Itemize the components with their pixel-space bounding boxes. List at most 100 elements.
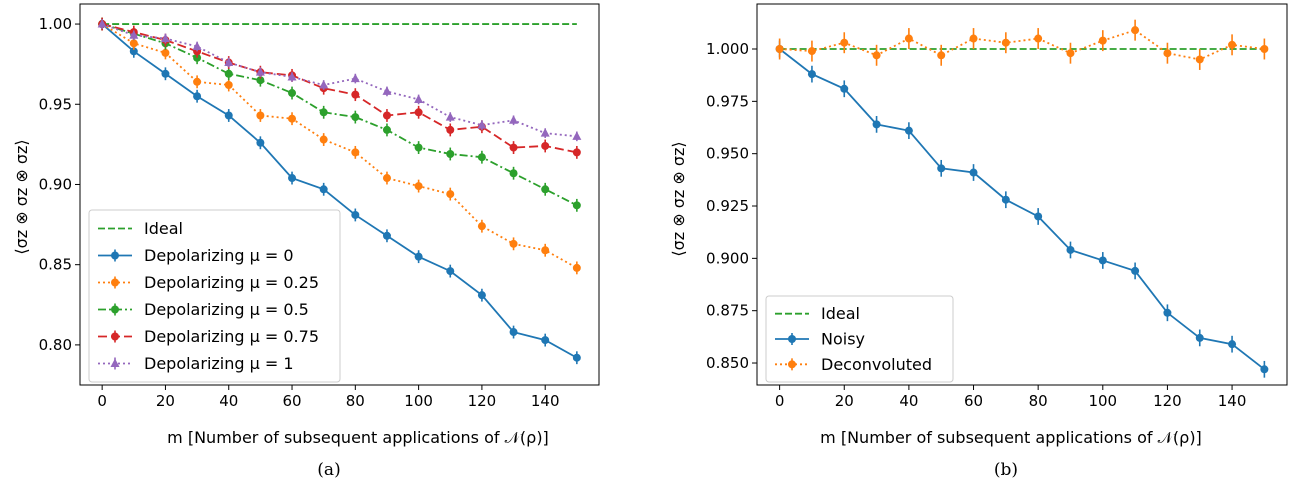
chart-a-data-point — [255, 67, 265, 76]
chart-a-series-line — [101, 23, 578, 269]
chart-b-y-tick-label: 0.900 — [706, 249, 749, 267]
chart-a-x-label: m [Number of subsequent applications of … — [167, 428, 549, 447]
chart-a-data-point — [509, 115, 519, 124]
chart-a-series-4 — [98, 17, 581, 159]
chart-b-x-tick-label: 80 — [1029, 392, 1048, 410]
chart-a-data-point — [382, 174, 391, 183]
chart-b-x-tick-label: 100 — [1088, 392, 1117, 410]
chart-a-data-point — [193, 77, 202, 86]
chart-a-legend-marker — [111, 305, 119, 314]
chart-a-y-label: ⟨σz ⊗ σz ⊗ σz⟩ — [12, 139, 31, 254]
chart-a-legend-label: Depolarizing μ = 0.5 — [144, 300, 309, 319]
chart-a-data-point — [414, 94, 424, 103]
chart-a-x-tick-label: 60 — [282, 392, 301, 410]
chart-b-data-point — [969, 168, 978, 177]
chart-b-data-point — [1066, 245, 1075, 254]
chart-b-x-tick-label: 20 — [835, 392, 854, 410]
chart-a-y-tick-label: 0.80 — [39, 336, 72, 354]
chart-a-data-point — [192, 41, 202, 51]
chart-a-series-line — [101, 23, 578, 154]
chart-b-data-point — [840, 84, 849, 93]
chart-a-x-tick-label: 140 — [531, 392, 560, 410]
chart-b: ⟨σz ⊗ σz ⊗ σz⟩ m [Number of subsequent a… — [669, 3, 1288, 480]
chart-a-axes-frame — [79, 3, 600, 386]
chart-a-x-tick-label: 120 — [468, 392, 497, 410]
chart-a-data-point — [256, 138, 265, 147]
chart-a-data-point — [509, 169, 518, 178]
chart-b-data-point — [807, 70, 816, 79]
chart-a-data-point — [350, 73, 360, 83]
chart-b-data-point — [840, 38, 849, 47]
chart-b-data-point — [937, 51, 946, 60]
chart-b-y-tick-label: 1.000 — [706, 40, 749, 58]
chart-b-data-point — [1163, 49, 1172, 58]
chart-a-legend-label: Ideal — [144, 219, 183, 238]
chart-a-data-point — [540, 128, 550, 137]
chart-b-series-2 — [775, 19, 1269, 70]
chart-b-data-point — [807, 47, 816, 56]
chart-a-data-point — [224, 69, 233, 78]
chart-b-x-tick-label: 120 — [1153, 392, 1182, 410]
chart-b-data-point — [1195, 55, 1204, 64]
chart-a-data-point — [445, 112, 455, 121]
chart-a-data-point — [288, 89, 297, 98]
chart-a-x-tick-label: 80 — [346, 392, 365, 410]
chart-b-legend-marker — [788, 360, 796, 369]
chart-a-data-point — [256, 76, 265, 85]
chart-b-data-point — [1260, 45, 1269, 54]
chart-a-data-point — [382, 231, 391, 240]
chart-b-caption: (b) — [994, 460, 1018, 480]
chart-b-legend-box — [765, 295, 954, 383]
chart-a-data-point — [414, 108, 423, 117]
chart-a-data-point — [224, 111, 233, 120]
chart-a-data-point — [414, 252, 423, 261]
chart-a-data-point — [414, 143, 423, 152]
chart-a-data-point — [572, 148, 581, 157]
chart-a-data-point — [414, 182, 423, 191]
chart-b-data-point — [1098, 256, 1107, 265]
chart-a-data-point — [351, 210, 360, 219]
chart-a-y-tick-label: 0.95 — [39, 95, 72, 113]
chart-b-legend-label: Ideal — [821, 304, 860, 323]
chart-a-data-point — [319, 80, 329, 89]
chart-b-data-point — [969, 34, 978, 43]
chart-b-x-label: m [Number of subsequent applications of … — [820, 428, 1202, 447]
chart-b-legend-label: Deconvoluted — [821, 355, 932, 374]
chart-a-series-5 — [97, 19, 582, 142]
chart-a-series-line — [101, 23, 578, 359]
chart-a-data-point — [477, 153, 486, 162]
chart-b-data-point — [904, 126, 913, 135]
chart-b-data-point — [1163, 308, 1172, 317]
chart-b-axes-frame — [756, 3, 1288, 386]
chart-b-data-point — [1034, 212, 1043, 221]
chart-b-data-point — [1066, 49, 1075, 58]
chart-a-data-point — [319, 185, 328, 194]
chart-a-y-tick-label: 0.85 — [39, 256, 72, 274]
chart-a-legend-marker — [110, 358, 120, 367]
chart-b-data-point — [872, 51, 881, 60]
chart-b-y-label: ⟨σz ⊗ σz ⊗ σz⟩ — [669, 141, 688, 256]
chart-a-data-point — [572, 353, 581, 362]
chart-a-data-point — [288, 174, 297, 183]
chart-a-data-point — [382, 111, 391, 120]
chart-a-data-point — [446, 190, 455, 199]
chart-a-data-point — [319, 135, 328, 144]
chart-a-data-point — [509, 143, 518, 152]
chart-b-x-tick-label: 60 — [964, 392, 983, 410]
chart-a-data-point — [541, 336, 550, 345]
chart-b-legend-marker — [788, 335, 796, 343]
chart-a-data-point — [572, 131, 582, 140]
chart-a-data-point — [382, 86, 392, 95]
chart-a-data-point — [477, 120, 487, 129]
chart-a-data-point — [477, 222, 486, 231]
chart-b-data-point — [1098, 36, 1107, 45]
chart-a-legend-label: Depolarizing μ = 0 — [144, 246, 294, 265]
chart-b-x-tick-label: 140 — [1218, 392, 1247, 410]
chart-a-series-3 — [98, 17, 581, 212]
chart-b-data-point — [1195, 333, 1204, 342]
chart-b-series-line — [779, 29, 1265, 61]
chart-a-data-point — [382, 125, 391, 134]
chart-b-data-point — [872, 120, 881, 129]
chart-a-caption: (a) — [317, 460, 340, 480]
